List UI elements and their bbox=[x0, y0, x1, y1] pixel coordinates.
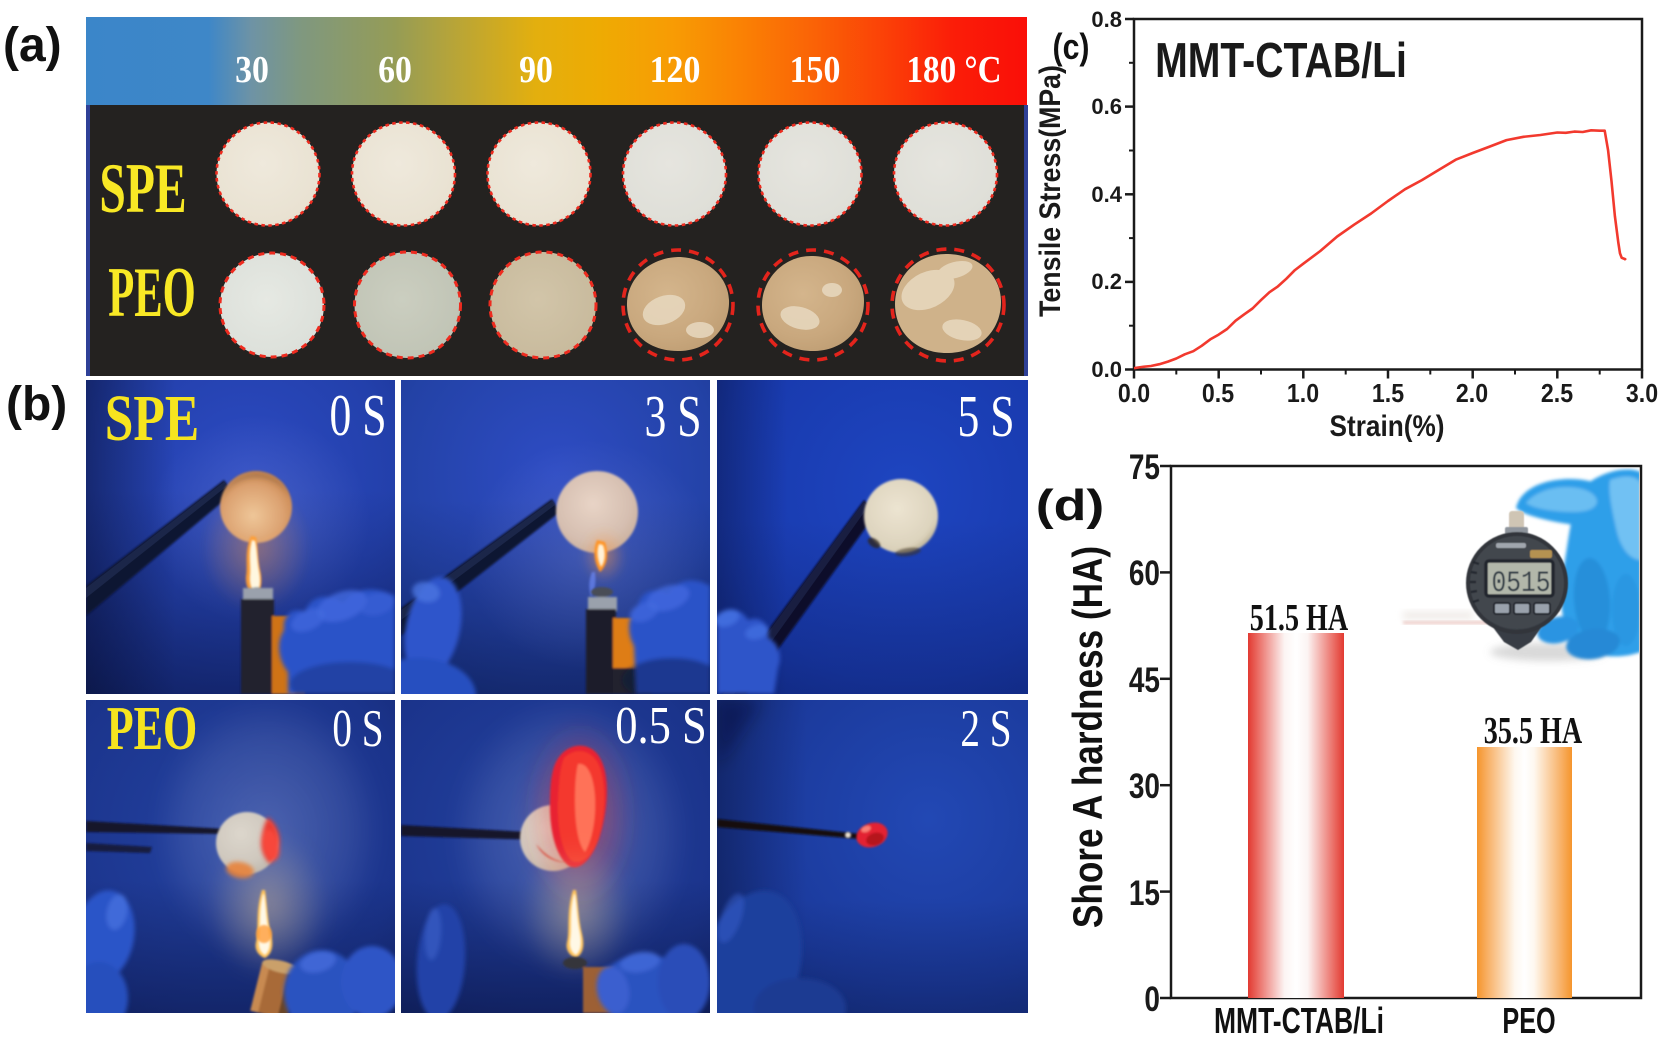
svg-text:0515: 0515 bbox=[1491, 567, 1550, 601]
